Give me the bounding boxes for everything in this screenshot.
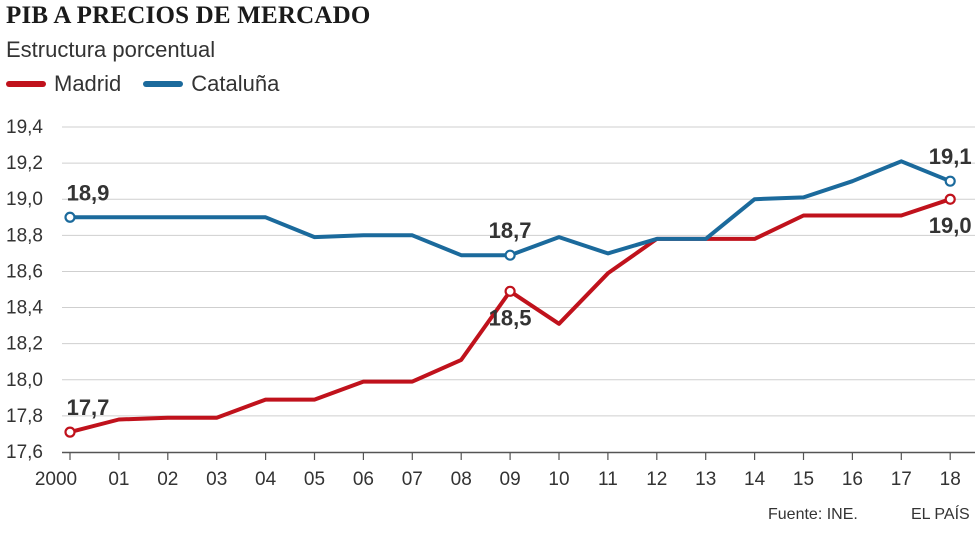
chart-subtitle: Estructura porcentual — [6, 37, 216, 62]
data-label: 18,9 — [67, 180, 110, 205]
y-tick-label: 18,0 — [6, 370, 43, 391]
x-tick-label: 2000 — [35, 469, 77, 490]
y-tick-label: 18,2 — [6, 334, 43, 355]
x-tick-label: 15 — [793, 469, 814, 490]
y-tick-label: 19,2 — [6, 153, 43, 174]
x-tick-label: 09 — [500, 469, 521, 490]
x-tick-label: 14 — [744, 469, 766, 490]
y-tick-label: 18,4 — [6, 298, 43, 319]
x-tick-label: 07 — [402, 469, 423, 490]
data-label: 19,1 — [929, 144, 972, 169]
publisher-note: EL PAÍS — [911, 506, 970, 523]
legend-label-cataluna: Cataluña — [191, 71, 280, 96]
data-point-marker — [504, 249, 516, 261]
data-point-marker — [64, 211, 76, 223]
data-label: 18,7 — [489, 218, 532, 243]
data-label: 17,7 — [67, 395, 110, 420]
data-point-marker — [944, 175, 956, 187]
x-tick-label: 12 — [646, 469, 667, 490]
data-label: 18,5 — [489, 305, 532, 330]
y-tick-label: 17,8 — [6, 406, 43, 427]
legend-item-cataluna: Cataluña — [143, 71, 279, 97]
data-point-marker — [504, 285, 516, 297]
data-point-marker — [64, 426, 76, 438]
x-tick-label: 02 — [157, 469, 178, 490]
y-tick-label: 19,0 — [6, 189, 43, 210]
data-label: 19,0 — [929, 213, 972, 238]
x-tick-label: 08 — [451, 469, 472, 490]
chart-title: PIB A PRECIOS DE MERCADO — [6, 2, 371, 29]
x-tick-label: 04 — [255, 469, 277, 490]
x-tick-label: 11 — [598, 469, 618, 490]
legend-label-madrid: Madrid — [54, 71, 122, 96]
y-tick-label: 19,4 — [6, 117, 43, 138]
source-note: Fuente: INE. — [768, 506, 858, 523]
x-tick-label: 10 — [548, 469, 569, 490]
data-point-marker — [944, 193, 956, 205]
x-tick-label: 06 — [353, 469, 374, 490]
chart-legend: Madrid Cataluña — [6, 71, 301, 97]
x-tick-label: 16 — [842, 469, 863, 490]
x-tick-label: 17 — [891, 469, 912, 490]
x-tick-label: 05 — [304, 469, 325, 490]
x-tick-label: 13 — [695, 469, 716, 490]
x-tick-label: 03 — [206, 469, 227, 490]
legend-swatch-cataluna — [143, 81, 184, 87]
legend-swatch-madrid — [6, 81, 46, 87]
y-tick-label: 18,8 — [6, 225, 43, 246]
y-tick-label: 17,6 — [6, 442, 43, 463]
x-tick-label: 18 — [940, 469, 961, 490]
legend-item-madrid: Madrid — [6, 71, 121, 97]
y-tick-label: 18,6 — [6, 261, 43, 282]
x-tick-label: 01 — [108, 469, 129, 490]
